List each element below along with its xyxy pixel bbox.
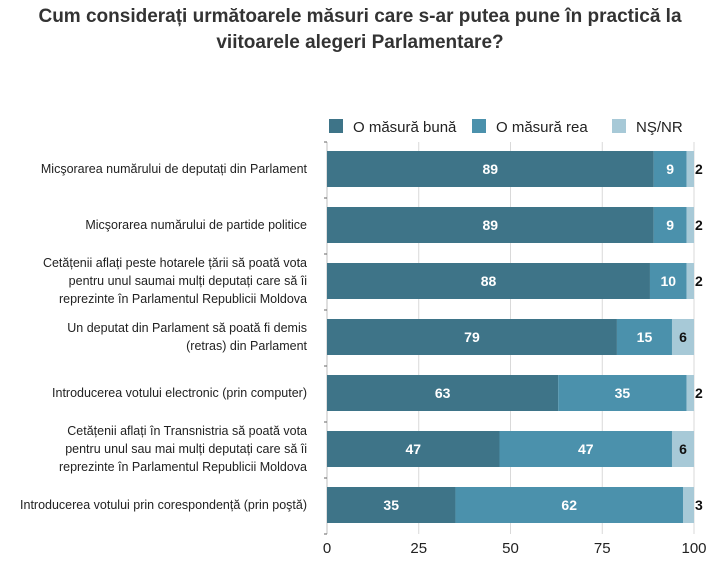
data-label: 2: [695, 217, 703, 233]
legend-swatch: [329, 119, 343, 133]
category-label: pentru unul saumai mulți deputați care s…: [69, 274, 307, 288]
category-label: reprezinte în Parlamentul Republicii Mol…: [59, 292, 307, 306]
bar-segment: [671, 431, 694, 467]
bar-segment: [653, 151, 687, 187]
data-label: 79: [464, 329, 480, 345]
bar-segment: [686, 151, 694, 187]
data-label: 35: [615, 385, 631, 401]
bar-segment: [682, 487, 694, 523]
data-label: 88: [481, 273, 497, 289]
x-tick-label: 25: [410, 540, 427, 557]
category-label: Micşorarea numărului de deputați din Par…: [41, 162, 308, 176]
bar-segment: [649, 263, 687, 299]
chart-title: Cum considerați următoarele măsuri care …: [0, 4, 720, 56]
data-label: 47: [578, 441, 594, 457]
bar-segment: [327, 375, 559, 411]
data-label: 15: [637, 329, 653, 345]
category-label: Introducerea votului electronic (prin co…: [52, 386, 307, 400]
data-label: 2: [695, 161, 703, 177]
data-label: 6: [679, 329, 687, 345]
chart-title-line-2: viitoarele alegeri Parlamentare?: [216, 32, 504, 53]
bar-segment: [616, 319, 672, 355]
data-label: 9: [666, 217, 674, 233]
data-label: 2: [695, 273, 703, 289]
category-label: reprezinte în Parlamentul Republicii Mol…: [59, 460, 307, 474]
data-label: 2: [695, 385, 703, 401]
x-tick-label: 0: [323, 540, 331, 557]
bar-segment: [327, 207, 654, 243]
legend-label: O măsură rea: [496, 119, 588, 136]
data-label: 89: [483, 217, 499, 233]
category-label: Cetățenii aflați în Transnistria să poat…: [67, 424, 307, 438]
data-label: 10: [661, 273, 677, 289]
bar-segment: [671, 319, 694, 355]
data-label: 62: [561, 497, 577, 513]
bar-segment: [499, 431, 672, 467]
x-tick-label: 50: [502, 540, 519, 557]
bar-segment: [686, 207, 694, 243]
legend-label: NŞ/NR: [636, 119, 683, 136]
data-label: 47: [405, 441, 421, 457]
category-label: Cetățenii aflați peste hotarele țării să…: [43, 256, 307, 270]
bar-segment: [686, 375, 694, 411]
legend-swatch: [612, 119, 626, 133]
x-tick-label: 75: [594, 540, 611, 557]
legend-label: O măsură bună: [353, 119, 457, 136]
bar-segment: [327, 431, 500, 467]
bar-segment: [653, 207, 687, 243]
bar-segment: [327, 319, 617, 355]
category-label: pentru unul sau mai mulți deputați care …: [65, 442, 307, 456]
category-label: Introducerea votului prin corespondență …: [20, 498, 307, 512]
data-label: 9: [666, 161, 674, 177]
bar-segment: [327, 151, 654, 187]
data-label: 89: [483, 161, 499, 177]
chart-title-line-1: Cum considerați următoarele măsuri care …: [38, 6, 682, 27]
data-label: 3: [695, 497, 703, 513]
bar-segment: [686, 263, 694, 299]
category-label: Micşorarea numărului de partide politice: [85, 218, 307, 232]
data-label: 63: [435, 385, 451, 401]
category-label: (retras) din Parlament: [186, 339, 307, 353]
data-label: 6: [679, 441, 687, 457]
x-tick-label: 100: [681, 540, 706, 557]
category-label: Un deputat din Parlament să poată fi dem…: [67, 321, 307, 335]
bar-segment: [327, 263, 650, 299]
bar-segment: [327, 487, 456, 523]
bar-segment: [455, 487, 683, 523]
legend-swatch: [472, 119, 486, 133]
bar-segment: [558, 375, 687, 411]
data-label: 35: [383, 497, 399, 513]
